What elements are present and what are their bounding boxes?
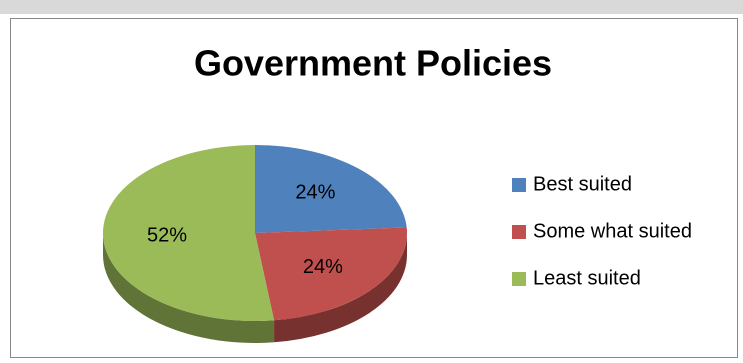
legend-label: Some what suited xyxy=(533,220,692,242)
legend-label: Least suited xyxy=(533,267,641,289)
pie-side xyxy=(103,233,275,343)
pie-slice xyxy=(255,145,407,233)
data-label: 24% xyxy=(303,256,343,278)
pie-side xyxy=(274,233,407,343)
pie-slice xyxy=(103,145,275,321)
header-band xyxy=(0,0,743,14)
legend-label: Best suited xyxy=(533,173,632,195)
chart-title: Government Policies xyxy=(194,43,552,84)
legend-swatch xyxy=(512,225,526,239)
data-label: 52% xyxy=(147,225,187,247)
legend-swatch xyxy=(512,272,526,286)
legend-swatch xyxy=(512,178,526,192)
pie-slice xyxy=(255,227,408,321)
data-label: 24% xyxy=(295,182,335,204)
